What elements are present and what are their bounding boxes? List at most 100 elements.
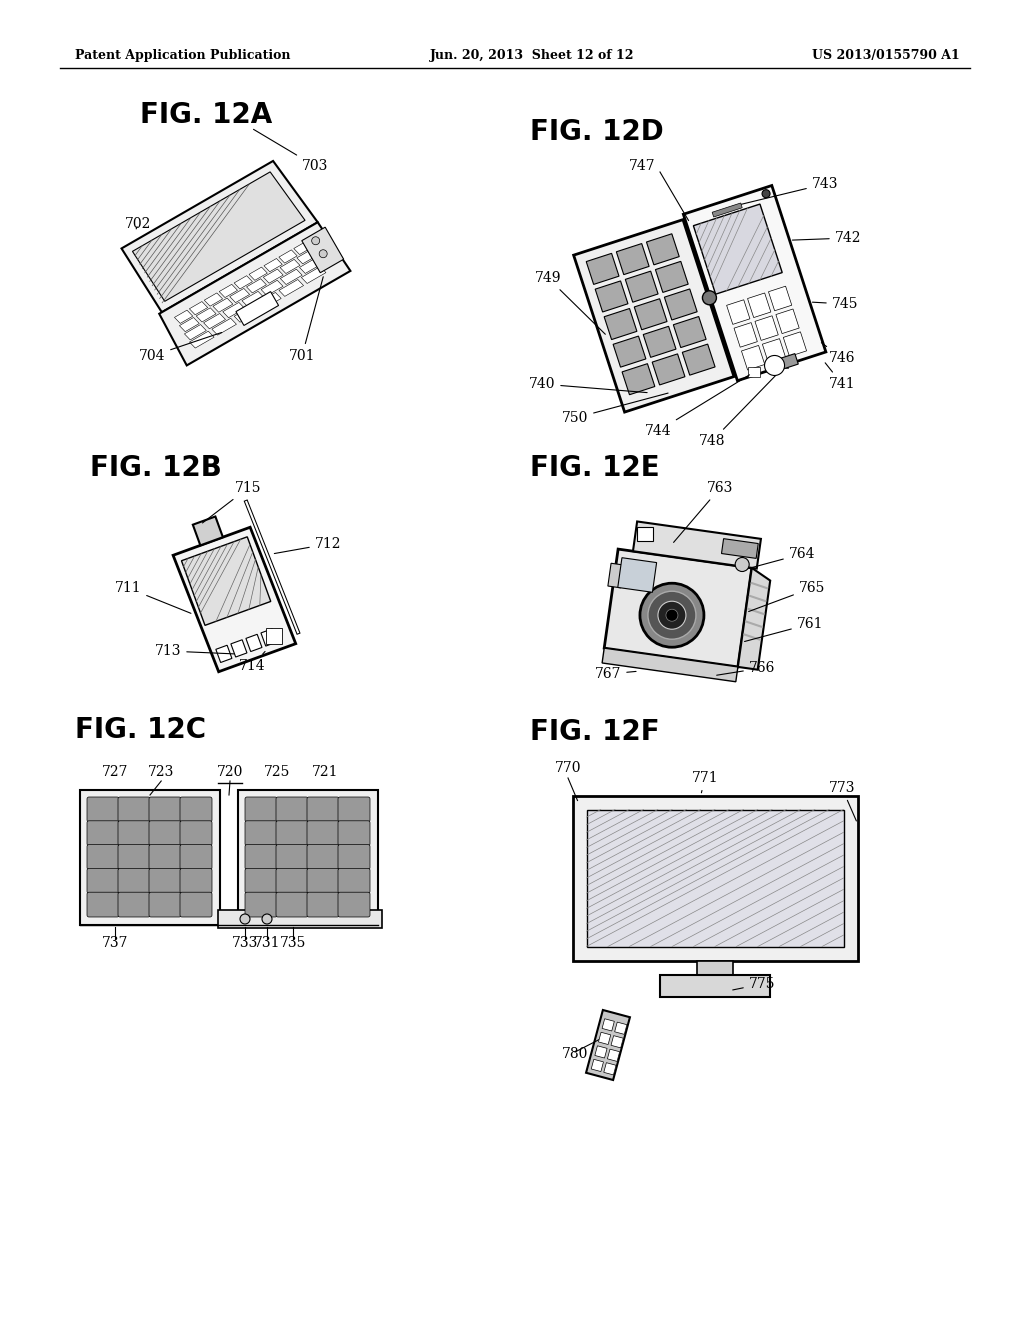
FancyBboxPatch shape	[118, 892, 150, 917]
Polygon shape	[611, 1036, 624, 1048]
Text: 741: 741	[825, 363, 855, 391]
Bar	[660, 974, 770, 997]
Polygon shape	[626, 271, 658, 302]
Polygon shape	[174, 310, 193, 323]
Polygon shape	[665, 289, 697, 319]
Polygon shape	[299, 259, 322, 273]
Polygon shape	[261, 280, 283, 296]
Polygon shape	[205, 293, 222, 306]
Text: 703: 703	[254, 129, 328, 173]
FancyBboxPatch shape	[338, 821, 370, 846]
FancyBboxPatch shape	[150, 845, 181, 870]
Polygon shape	[734, 322, 758, 347]
Circle shape	[311, 236, 319, 244]
FancyBboxPatch shape	[245, 892, 278, 917]
Polygon shape	[776, 309, 799, 334]
Text: 721: 721	[311, 766, 338, 779]
Polygon shape	[586, 1010, 630, 1080]
FancyBboxPatch shape	[87, 869, 119, 894]
FancyBboxPatch shape	[276, 869, 308, 894]
Polygon shape	[189, 331, 214, 348]
FancyBboxPatch shape	[87, 845, 119, 870]
Text: Jun. 20, 2013  Sheet 12 of 12: Jun. 20, 2013 Sheet 12 of 12	[430, 49, 635, 62]
Polygon shape	[748, 293, 771, 318]
Bar	[572, 796, 857, 961]
Polygon shape	[634, 298, 667, 330]
Polygon shape	[586, 253, 618, 284]
FancyBboxPatch shape	[307, 797, 339, 822]
Text: 767: 767	[595, 667, 636, 681]
Polygon shape	[633, 521, 761, 569]
Bar	[265, 628, 282, 644]
Polygon shape	[608, 564, 624, 587]
Text: 737: 737	[101, 936, 128, 950]
Polygon shape	[159, 222, 350, 366]
Text: 740: 740	[528, 378, 647, 392]
Polygon shape	[184, 325, 206, 339]
FancyBboxPatch shape	[118, 797, 150, 822]
FancyBboxPatch shape	[338, 892, 370, 917]
Text: 704: 704	[138, 333, 222, 363]
Text: 763: 763	[674, 480, 733, 543]
Polygon shape	[755, 315, 778, 341]
Text: 771: 771	[691, 771, 718, 793]
Polygon shape	[236, 292, 279, 326]
Text: FIG. 12C: FIG. 12C	[75, 715, 206, 744]
Circle shape	[648, 591, 696, 639]
Text: 750: 750	[562, 393, 668, 425]
Polygon shape	[297, 249, 316, 264]
FancyBboxPatch shape	[87, 821, 119, 846]
Polygon shape	[197, 308, 216, 322]
FancyBboxPatch shape	[276, 797, 308, 822]
Text: 765: 765	[749, 581, 825, 611]
Bar	[697, 961, 733, 978]
FancyBboxPatch shape	[180, 892, 212, 917]
FancyBboxPatch shape	[338, 845, 370, 870]
FancyBboxPatch shape	[87, 797, 119, 822]
FancyBboxPatch shape	[180, 797, 212, 822]
Polygon shape	[643, 326, 676, 358]
Polygon shape	[595, 281, 628, 312]
Text: 715: 715	[203, 480, 261, 523]
Text: 770: 770	[555, 762, 582, 775]
Bar	[748, 367, 760, 378]
Text: 761: 761	[744, 616, 823, 642]
Text: 746: 746	[821, 343, 855, 366]
FancyBboxPatch shape	[180, 869, 212, 894]
Text: FIG. 12A: FIG. 12A	[140, 102, 272, 129]
FancyBboxPatch shape	[150, 869, 181, 894]
Bar	[587, 809, 844, 946]
FancyBboxPatch shape	[276, 821, 308, 846]
Text: 749: 749	[535, 271, 605, 334]
Circle shape	[702, 290, 717, 305]
Text: 727: 727	[101, 766, 128, 779]
Polygon shape	[234, 276, 253, 289]
Circle shape	[666, 610, 678, 622]
Polygon shape	[279, 249, 297, 263]
FancyBboxPatch shape	[307, 869, 339, 894]
Circle shape	[735, 557, 750, 572]
Polygon shape	[279, 280, 303, 297]
Polygon shape	[722, 539, 758, 558]
Polygon shape	[573, 219, 734, 412]
Text: FIG. 12D: FIG. 12D	[530, 117, 664, 147]
Polygon shape	[193, 516, 223, 545]
FancyBboxPatch shape	[118, 869, 150, 894]
FancyBboxPatch shape	[180, 821, 212, 846]
Polygon shape	[693, 205, 782, 294]
Circle shape	[262, 913, 272, 924]
FancyBboxPatch shape	[150, 821, 181, 846]
Text: US 2013/0155790 A1: US 2013/0155790 A1	[812, 49, 961, 62]
Polygon shape	[738, 568, 770, 669]
Polygon shape	[302, 227, 344, 273]
Polygon shape	[230, 640, 247, 657]
Circle shape	[640, 583, 703, 647]
Polygon shape	[122, 161, 317, 313]
Polygon shape	[712, 203, 742, 216]
FancyBboxPatch shape	[307, 845, 339, 870]
Polygon shape	[766, 354, 799, 374]
Polygon shape	[173, 527, 296, 672]
Polygon shape	[646, 234, 679, 265]
FancyBboxPatch shape	[150, 892, 181, 917]
Polygon shape	[602, 648, 738, 681]
